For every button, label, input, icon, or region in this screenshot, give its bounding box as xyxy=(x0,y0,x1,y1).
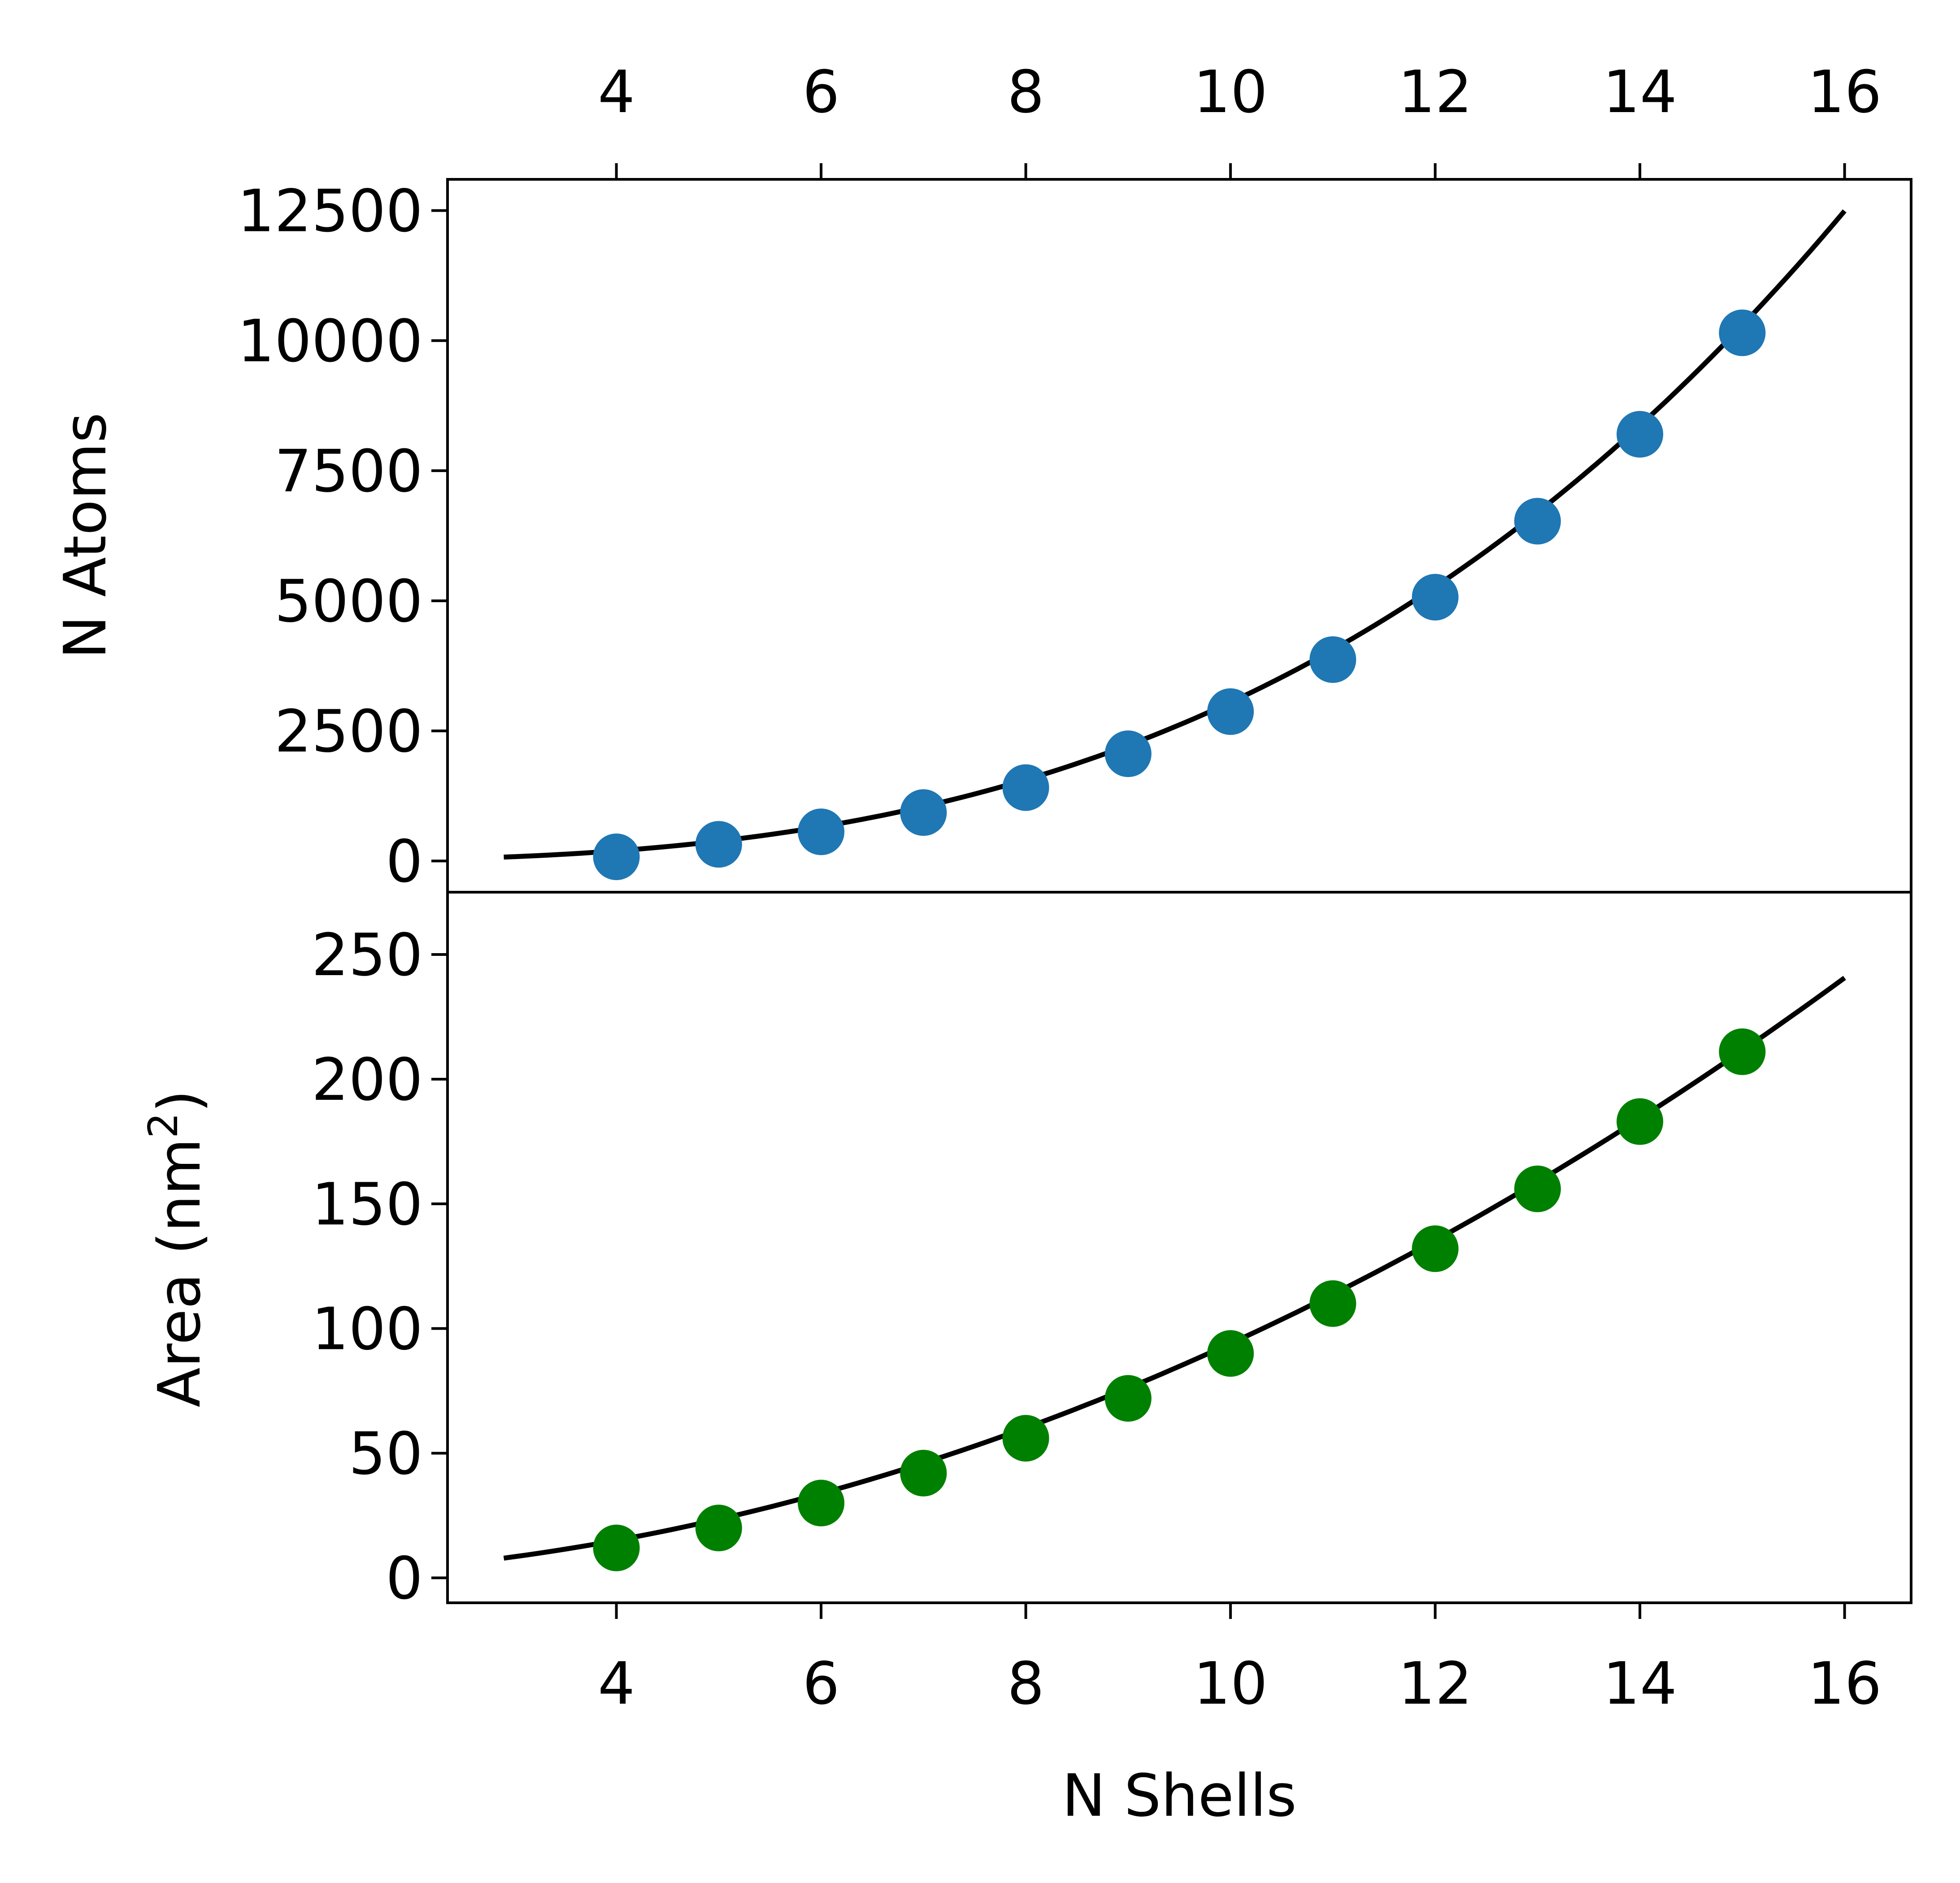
bottom-x-tick-label: 16 xyxy=(1808,1649,1882,1718)
top-data-point xyxy=(1617,411,1664,458)
top-data-point xyxy=(1309,636,1356,683)
top-data-point xyxy=(1002,764,1049,811)
top-x-tick-label: 4 xyxy=(598,58,635,126)
top-y-tick-label: 12500 xyxy=(237,177,423,245)
bottom-x-tick-label: 12 xyxy=(1398,1649,1472,1718)
top-y-tick-label: 10000 xyxy=(237,307,423,375)
bottom-data-point xyxy=(1104,1375,1152,1422)
top-fit-line xyxy=(504,209,1847,860)
top-data-points xyxy=(593,309,1766,881)
top-x-tick-label: 8 xyxy=(1007,58,1044,126)
top-data-point xyxy=(593,833,640,881)
bottom-data-point xyxy=(1309,1280,1356,1327)
bottom-y-tick-label: 250 xyxy=(312,921,423,989)
top-axis-ticks: 4 6 8 10 12 14 16 0 2500 5000 7500 10000 12500 xyxy=(237,58,1882,895)
bottom-data-point xyxy=(593,1524,640,1571)
top-x-tick-label: 12 xyxy=(1398,58,1472,126)
bottom-y-tick-label: 200 xyxy=(312,1046,423,1114)
bottom-fit-curve xyxy=(503,976,1846,1561)
top-x-tick-label: 14 xyxy=(1603,58,1677,126)
bottom-y-tick-label: 50 xyxy=(349,1419,423,1488)
bottom-data-point xyxy=(798,1480,845,1527)
bottom-data-point xyxy=(1514,1165,1561,1212)
bottom-x-tick-label: 10 xyxy=(1193,1649,1267,1718)
bottom-x-tick-label: 4 xyxy=(598,1649,635,1718)
bottom-data-point xyxy=(695,1505,742,1552)
top-data-point xyxy=(1719,309,1766,356)
top-x-tick-label: 10 xyxy=(1193,58,1267,126)
bottom-y-axis-label-superscript: 2 xyxy=(140,1113,187,1138)
bottom-x-axis-label: N Shells xyxy=(1062,1762,1296,1830)
top-data-point xyxy=(1514,498,1561,545)
top-x-tick-label: 16 xyxy=(1808,58,1882,126)
bottom-axis-ticks: 4 6 8 10 12 14 16 0 50 100 150 200 250 xyxy=(312,921,1882,1718)
top-data-point xyxy=(1104,730,1152,777)
top-x-tick-label: 6 xyxy=(803,58,840,126)
top-data-point xyxy=(1207,688,1254,735)
bottom-plot-frame xyxy=(446,891,1912,1604)
top-data-point xyxy=(798,808,845,855)
top-y-tick-label: 7500 xyxy=(274,437,423,505)
bottom-data-point xyxy=(1002,1414,1049,1462)
bottom-y-tick-label: 150 xyxy=(312,1170,423,1238)
top-y-tick-label: 2500 xyxy=(274,697,423,765)
bottom-data-point xyxy=(1617,1098,1664,1145)
top-plot-frame xyxy=(446,178,1912,894)
bottom-data-point xyxy=(900,1449,947,1497)
bottom-data-point xyxy=(1719,1028,1766,1075)
bottom-y-tick-label: 0 xyxy=(386,1544,423,1612)
bottom-data-point xyxy=(1412,1225,1459,1272)
top-data-point xyxy=(1412,573,1459,620)
bottom-data-point xyxy=(1207,1330,1254,1377)
bottom-data-points xyxy=(593,1028,1766,1571)
bottom-y-tick-label: 100 xyxy=(312,1295,423,1363)
top-y-tick-label: 5000 xyxy=(274,567,423,635)
bottom-panel: 4 6 8 10 12 14 16 0 50 100 150 200 250 Area (nm2) N … xyxy=(140,891,1912,1830)
top-panel: 4 6 8 10 12 14 16 0 2500 5000 7500 10000 12500 N Ato… xyxy=(51,58,1912,895)
top-y-axis-label: N Atoms xyxy=(51,412,119,659)
top-y-tick-label: 0 xyxy=(386,827,423,895)
bottom-y-axis-label: Area (nm2) xyxy=(140,1090,213,1407)
bottom-x-tick-label: 6 xyxy=(803,1649,840,1718)
bottom-x-tick-label: 8 xyxy=(1007,1649,1044,1718)
bottom-fit-line xyxy=(503,976,1846,1561)
top-data-point xyxy=(695,821,742,868)
top-fit-curve xyxy=(504,209,1847,860)
bottom-y-axis-label-main: Area (nm xyxy=(145,1138,213,1407)
bottom-y-axis-label-suffix: ) xyxy=(145,1090,213,1113)
top-data-point xyxy=(900,789,947,836)
bottom-x-tick-label: 14 xyxy=(1603,1649,1677,1718)
